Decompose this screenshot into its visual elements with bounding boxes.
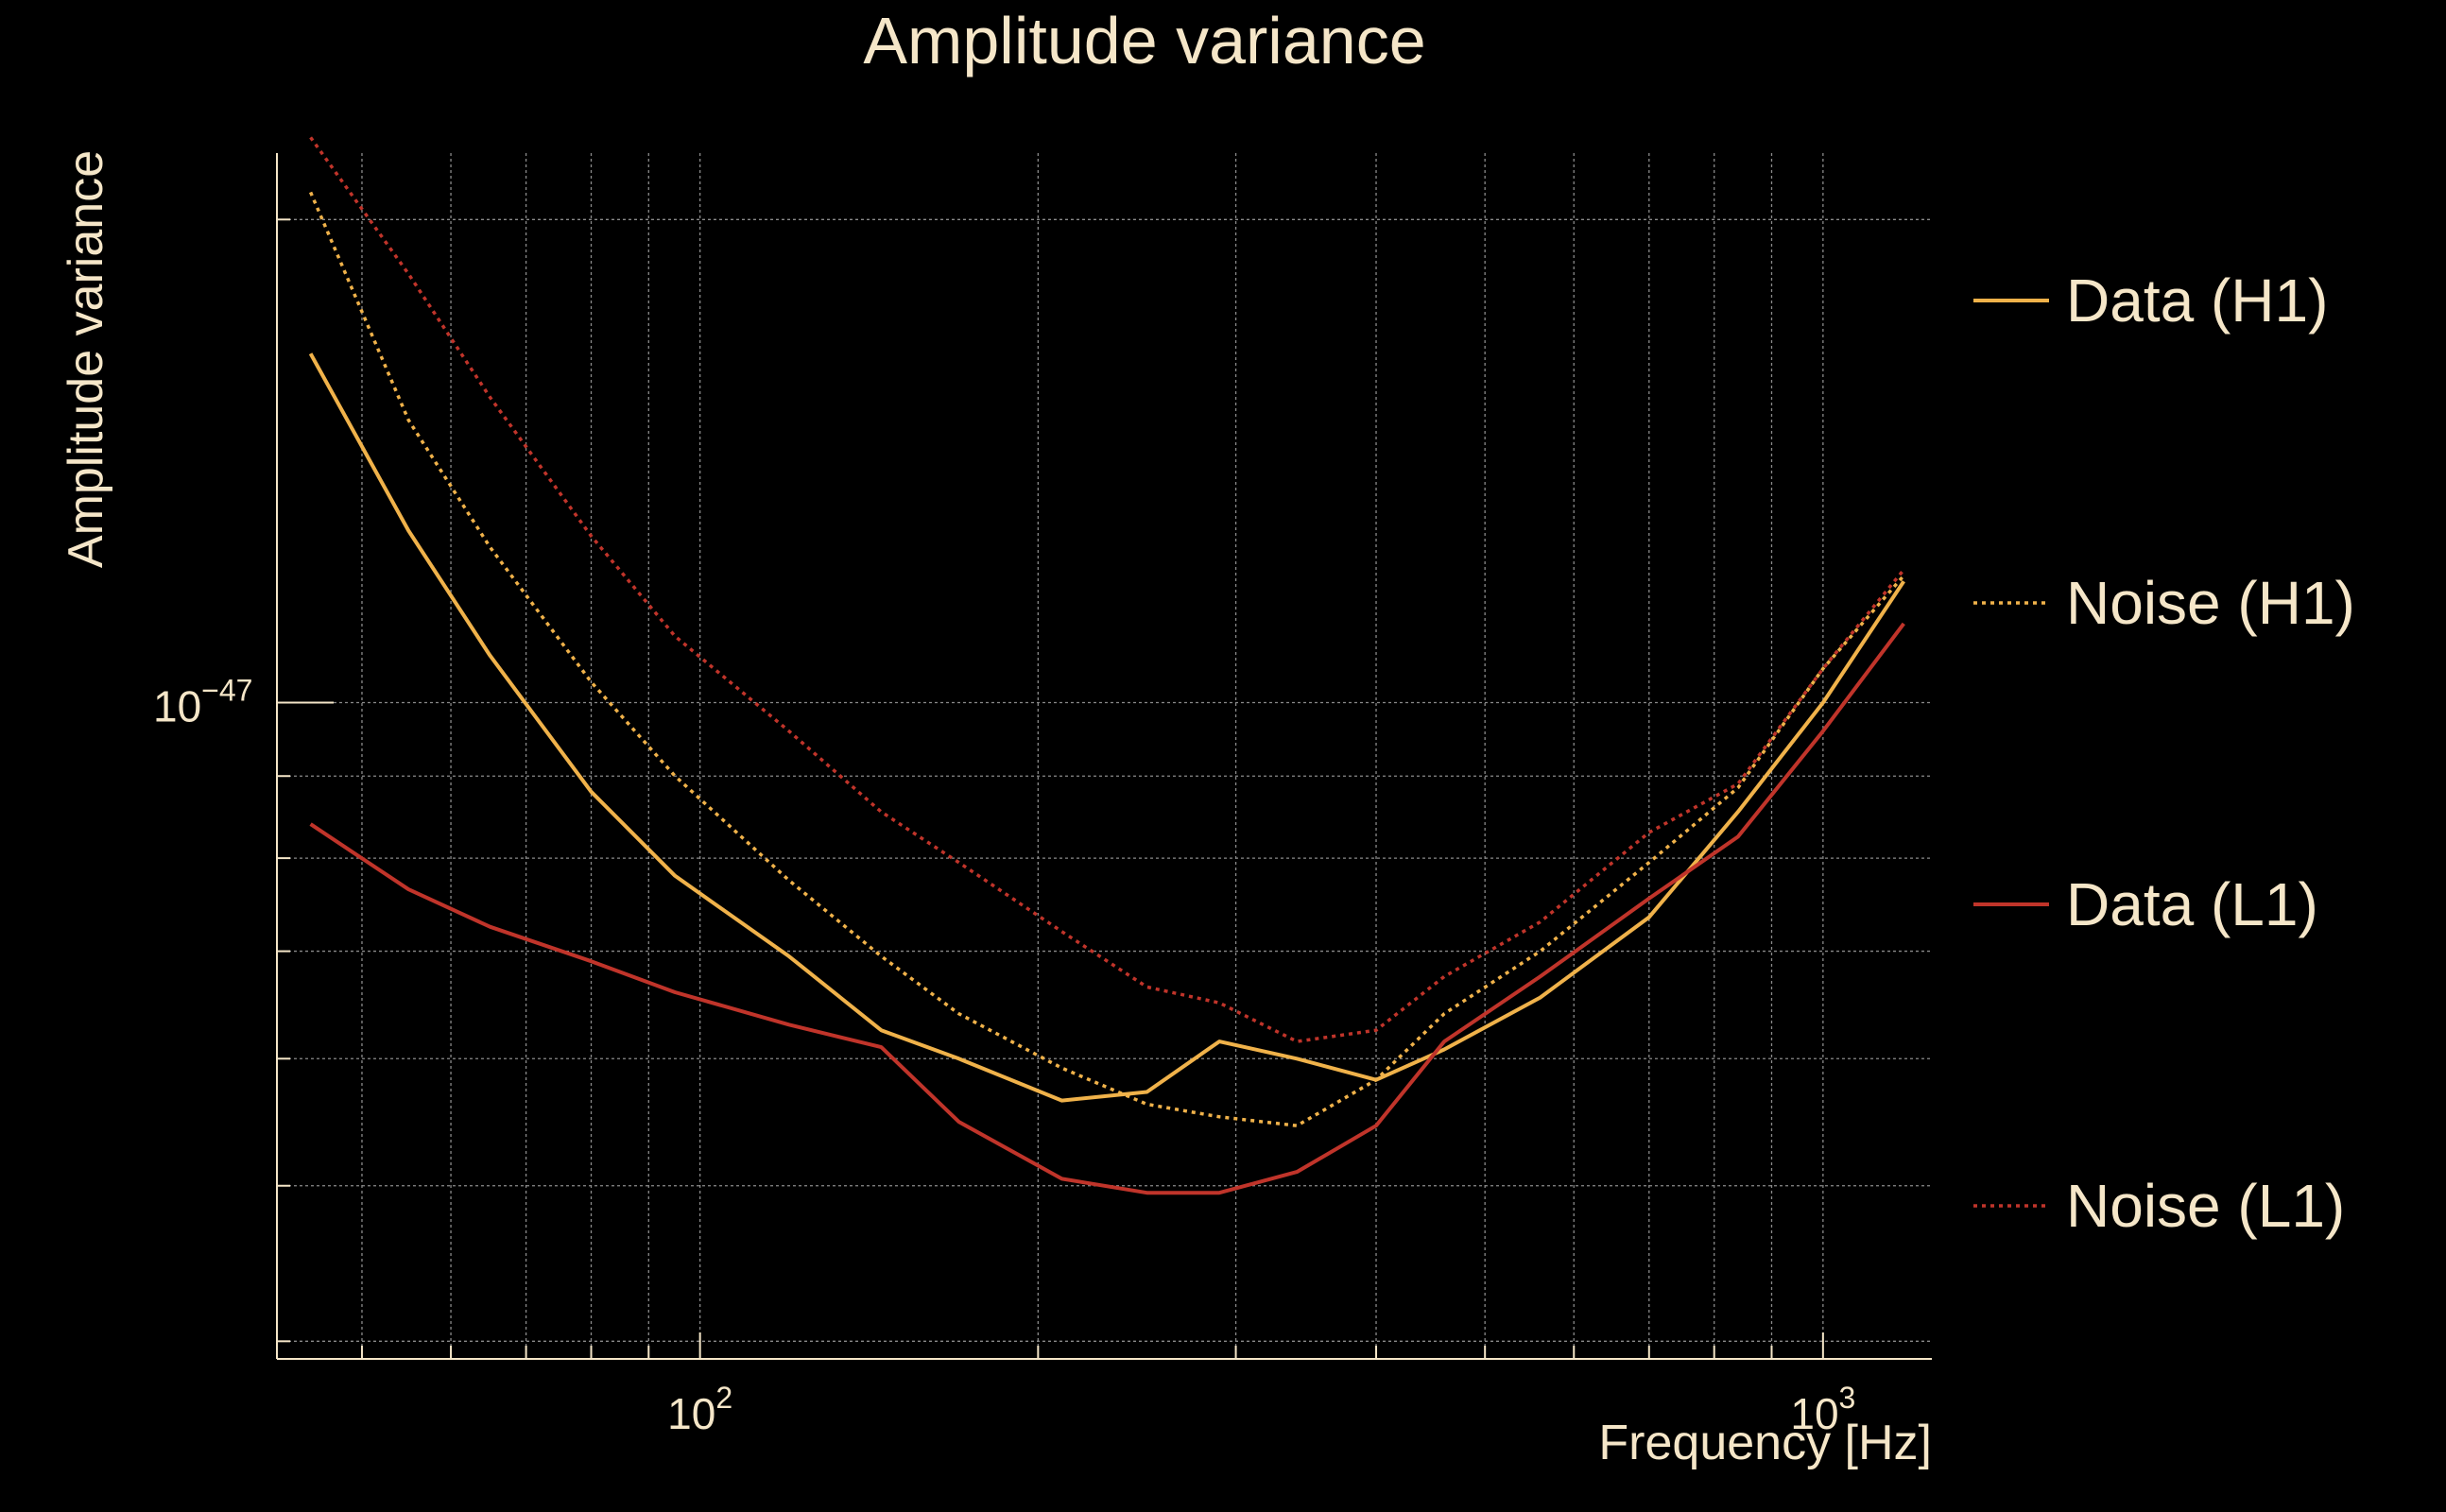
y-axis-label: Amplitude variance <box>59 150 113 568</box>
legend-entry-0: Data (H1) <box>1973 266 2328 335</box>
series-line-1 <box>308 191 1905 1127</box>
legend-label: Noise (H1) <box>2066 569 2355 637</box>
chart-title: Amplitude variance <box>863 4 1425 77</box>
legend-entry-2: Data (L1) <box>1973 870 2318 938</box>
y-tick-label: 10−47 <box>153 674 252 731</box>
series-line-0 <box>308 352 1905 1103</box>
x-tick-label: 102 <box>667 1381 732 1438</box>
x-axis-label: Frequency [Hz] <box>1598 1416 1932 1470</box>
series-line-2 <box>309 622 1905 1195</box>
legend-entry-1: Noise (H1) <box>1973 569 2355 637</box>
series-line-3 <box>309 136 1905 1043</box>
legend-label: Data (L1) <box>2066 870 2318 938</box>
legend: Data (H1) Noise (H1) Data (L1) Noise (L1) <box>1973 266 2355 1240</box>
legend-label: Noise (L1) <box>2066 1172 2345 1240</box>
legend-label: Data (H1) <box>2066 266 2328 335</box>
grid-layer <box>277 153 1932 1359</box>
tick-label-layer: 102 103 10−47 <box>153 674 1855 1438</box>
series-layer <box>308 136 1905 1195</box>
axes-layer <box>276 153 1932 1360</box>
legend-entry-3: Noise (L1) <box>1973 1172 2345 1240</box>
x-tick-label: 103 <box>1790 1381 1855 1438</box>
